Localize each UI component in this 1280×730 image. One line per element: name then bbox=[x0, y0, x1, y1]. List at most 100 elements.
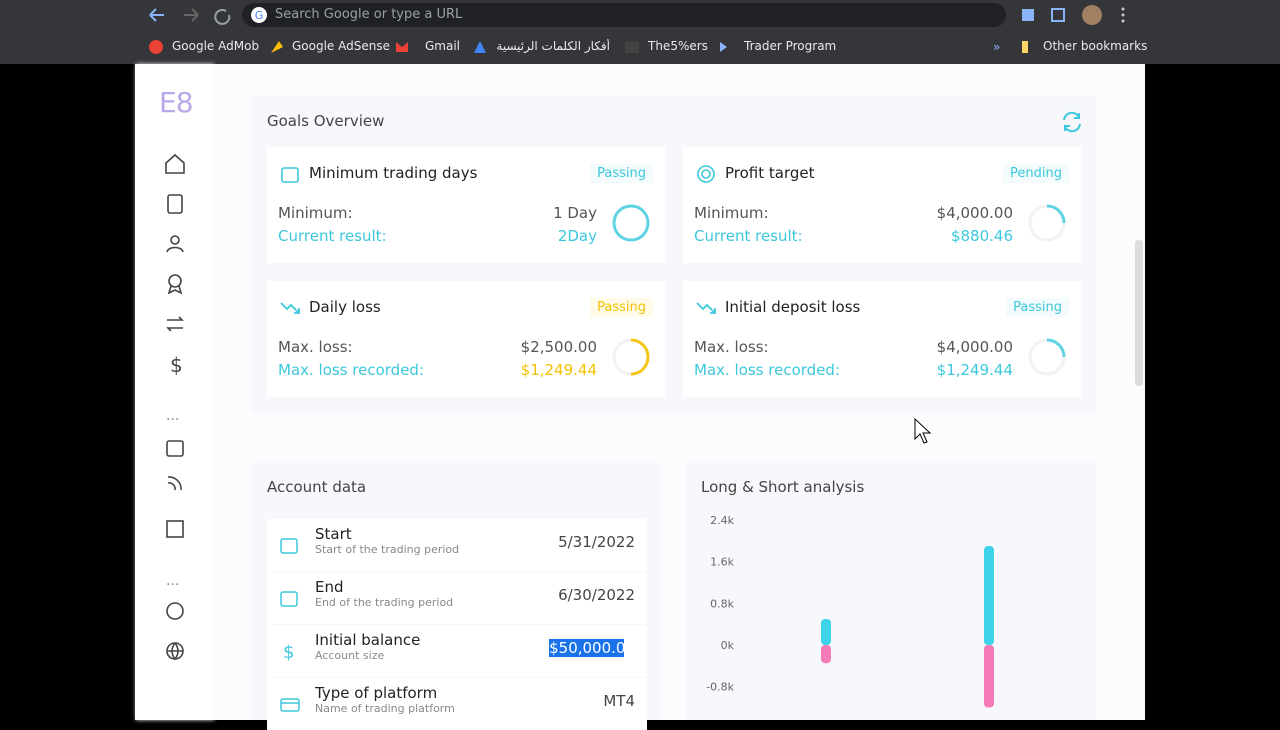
row-label: Initial balance bbox=[315, 631, 421, 649]
progress-ring bbox=[1027, 203, 1067, 247]
value: 2Day bbox=[557, 227, 597, 245]
value: $2,500.00 bbox=[520, 338, 597, 356]
y-tick-label: 2.4k bbox=[710, 514, 734, 527]
panel-title: Account data bbox=[267, 478, 367, 496]
google-icon: G bbox=[251, 7, 267, 23]
row-icon bbox=[279, 694, 301, 720]
card-icon bbox=[279, 297, 301, 323]
progress-ring bbox=[611, 337, 651, 381]
goals-panel: Goals Overview Minimum trading days Passi… bbox=[252, 96, 1097, 413]
bookmark[interactable]: The5%ers bbox=[648, 39, 708, 53]
progress-ring bbox=[611, 203, 651, 247]
goal-card: Initial deposit loss Passing Max. loss: $4,… bbox=[683, 281, 1081, 397]
bar bbox=[984, 546, 994, 645]
label: Current result: bbox=[694, 227, 803, 245]
label: Max. loss recorded: bbox=[278, 361, 425, 379]
panel-title: Goals Overview bbox=[267, 112, 385, 130]
svg-text:»: » bbox=[993, 40, 1000, 54]
chart: 2.4k 1.6k 0.8k 0k -0.8k bbox=[706, 514, 994, 708]
chart-title: Long & Short analysis bbox=[701, 478, 865, 496]
account-row: End End of the trading period 6/30/2022 bbox=[267, 572, 647, 624]
bookmark[interactable]: Google AdMob bbox=[172, 39, 260, 53]
card-icon bbox=[279, 163, 301, 189]
value: $4,000.00 bbox=[936, 338, 1013, 356]
row-sub: End of the trading period bbox=[315, 596, 454, 609]
bookmarks-bar: Google AdMob Google AdSense Gmail أفكار … bbox=[0, 30, 1280, 64]
nav-buttons[interactable] bbox=[146, 5, 266, 25]
mouse-cursor bbox=[914, 418, 932, 444]
card-title: Profit target bbox=[725, 164, 815, 182]
bar bbox=[984, 644, 994, 708]
main: Goals Overview Minimum trading days Passi… bbox=[213, 64, 1145, 730]
value: $1,249.44 bbox=[520, 361, 597, 379]
bookmark[interactable]: Trader Program bbox=[744, 39, 837, 53]
toolbar-icons[interactable] bbox=[1018, 4, 1133, 26]
svg-text:...: ... bbox=[166, 573, 179, 589]
bookmark[interactable]: أفكار الكلمات الرئيسية - 3... bbox=[495, 39, 610, 53]
sidebar-icons[interactable]: $...... bbox=[163, 152, 187, 672]
account-row: Start Start of the trading period 5/31/202… bbox=[267, 519, 647, 571]
row-icon bbox=[279, 535, 301, 561]
row-label: Start bbox=[315, 525, 352, 543]
label: Minimum: bbox=[278, 204, 353, 222]
card-title: Initial deposit loss bbox=[725, 298, 861, 316]
row-icon: $ bbox=[279, 641, 301, 667]
y-tick-label: -0.8k bbox=[706, 681, 734, 694]
row-icon bbox=[279, 588, 301, 614]
svg-text:G: G bbox=[255, 9, 264, 22]
goal-card: Daily loss Passing Max. loss: $2,500.00 Max.… bbox=[267, 281, 665, 397]
y-tick-label: 1.6k bbox=[710, 556, 734, 569]
progress-ring bbox=[1027, 337, 1067, 381]
refresh-button[interactable] bbox=[1060, 110, 1084, 134]
row-sub: Start of the trading period bbox=[315, 543, 460, 556]
row-sub: Account size bbox=[315, 649, 385, 662]
value: $880.46 bbox=[950, 227, 1013, 245]
row-value: 5/31/2022 bbox=[558, 533, 635, 551]
logo[interactable]: E8 bbox=[159, 86, 194, 119]
bookmark[interactable]: Other bookmarks bbox=[1043, 39, 1148, 53]
account-row: Type of platform Name of trading platform… bbox=[267, 678, 647, 730]
scrollbar[interactable] bbox=[1133, 240, 1145, 386]
bar bbox=[821, 618, 831, 645]
bookmark[interactable]: Google AdSense bbox=[292, 39, 390, 53]
card-icon bbox=[695, 163, 717, 189]
label: Max. loss recorded: bbox=[694, 361, 841, 379]
row-value: MT4 bbox=[603, 692, 635, 710]
goal-card: Profit target Pending Minimum: $4,000.00 Cur… bbox=[683, 147, 1081, 263]
card-title: Daily loss bbox=[309, 298, 381, 316]
bar bbox=[821, 644, 831, 664]
label: Max. loss: bbox=[278, 338, 353, 356]
status-badge: Passing bbox=[590, 298, 653, 317]
row-value: 6/30/2022 bbox=[558, 586, 635, 604]
label: Max. loss: bbox=[694, 338, 769, 356]
label: Minimum: bbox=[694, 204, 769, 222]
y-tick-label: 0k bbox=[721, 639, 735, 652]
row-label: End bbox=[315, 578, 344, 596]
goal-card: Minimum trading days Passing Minimum: 1 Day… bbox=[267, 147, 665, 263]
y-tick-label: 0.8k bbox=[710, 597, 734, 610]
card-title: Minimum trading days bbox=[309, 164, 478, 182]
status-badge: Passing bbox=[1006, 298, 1069, 317]
bookmark-icons: » bbox=[149, 40, 1028, 54]
status-badge: Pending bbox=[1003, 164, 1069, 183]
value: 1 Day bbox=[553, 204, 597, 222]
account-panel: Account data Start Start of the trading p… bbox=[252, 462, 660, 730]
svg-text:...: ... bbox=[166, 408, 179, 424]
app: E8 $...... Goals Overview Minimum tradin… bbox=[135, 64, 1145, 730]
status-badge: Passing bbox=[590, 164, 653, 183]
address-bar[interactable]: Search Google or type a URL bbox=[242, 3, 1006, 27]
row-label: Type of platform bbox=[315, 684, 438, 702]
chart-panel: Long & Short analysis 2.4k 1.6k 0.8k 0k -0.8… bbox=[686, 462, 1097, 720]
svg-text:$: $ bbox=[170, 353, 183, 377]
row-sub: Name of trading platform bbox=[315, 702, 455, 715]
label: Current result: bbox=[278, 227, 387, 245]
value: $4,000.00 bbox=[936, 204, 1013, 222]
card-icon bbox=[695, 297, 717, 323]
bookmark[interactable]: Gmail bbox=[425, 39, 461, 53]
value: $1,249.44 bbox=[936, 361, 1013, 379]
account-row: $ Initial balance Account size $50,000.00 bbox=[267, 625, 647, 677]
row-value: $50,000.00 bbox=[549, 639, 635, 657]
sidebar: E8 $...... bbox=[135, 64, 213, 720]
tab-bar: Search Google or type a URL G bbox=[0, 0, 1280, 30]
